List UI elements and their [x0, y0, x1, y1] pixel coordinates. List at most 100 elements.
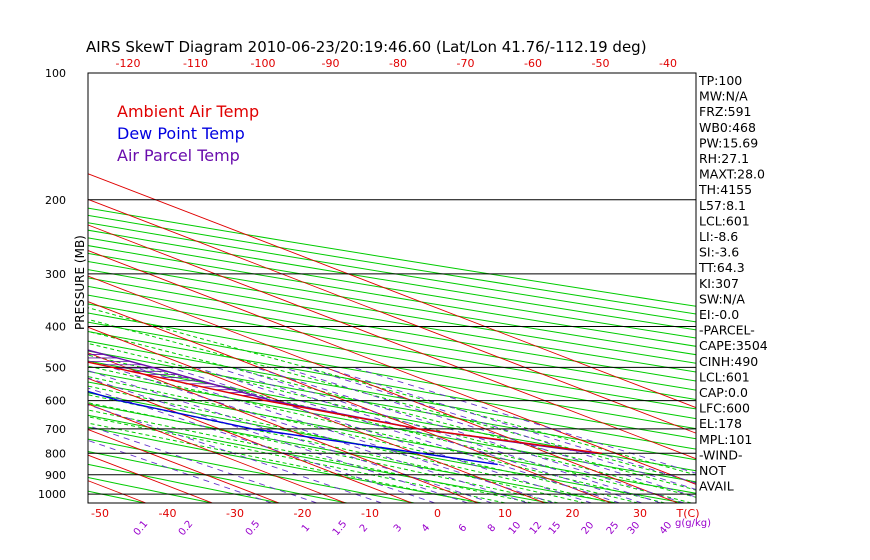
dry-adiabat-line [88, 414, 550, 503]
dry-adiabat-line [88, 207, 696, 307]
moist-adiabat-line [88, 342, 696, 498]
mixing-ratio-tick-label: 0.5 [244, 519, 263, 538]
mixing-ratio-tick-label: 15 [547, 520, 564, 537]
index-text: MW:N/A [699, 89, 748, 104]
chart-title: AIRS SkewT Diagram 2010-06-23/20:19:46.6… [86, 38, 647, 56]
index-text: SW:N/A [699, 291, 745, 306]
mixing-ratio-line [282, 366, 696, 498]
mixing-ratio-axis: 0.1 0.2 0.5 1 1.5 2 3 4 6 8 10 12 15 20 25 30 40 g(g/kg) [132, 518, 711, 538]
top-temp-tick-label: -50 [592, 57, 610, 70]
isotherm-line [88, 352, 479, 503]
bottom-temp-tick-label: 0 [434, 507, 441, 520]
index-text: L57:8.1 [699, 198, 746, 213]
top-temp-tick-label: -60 [524, 57, 542, 70]
bottom-temp-tick-label: 30 [633, 507, 647, 520]
index-text: CAPE:3504 [699, 338, 768, 353]
dry-adiabat-line [88, 438, 415, 503]
moist-adiabat-line [88, 402, 559, 503]
mixing-ratio-tick-label: 12 [528, 520, 545, 537]
index-text: TP:100 [698, 73, 742, 88]
mixing-ratio-unit: g(g/kg) [675, 518, 711, 529]
pressure-tick-label: 300 [45, 268, 66, 281]
dry-adiabat-line [88, 312, 696, 420]
index-text: LFC:600 [699, 401, 750, 416]
mixing-ratio-line [195, 366, 620, 503]
bottom-temp-tick-label: 10 [498, 507, 512, 520]
dry-adiabat-line [88, 245, 696, 347]
mixing-ratio-line [88, 404, 382, 503]
top-temp-tick-label: -40 [659, 57, 677, 70]
dry-adiabat-line [88, 340, 696, 450]
dry-adiabat-line [0, 73, 10, 503]
isotherm-line [88, 224, 696, 460]
index-text: AVAIL [699, 479, 734, 494]
mixing-ratio-line [169, 366, 592, 503]
plot-grid [0, 73, 696, 503]
chart-legend: Ambient Air Temp Dew Point Temp Air Parcel… [117, 102, 259, 165]
mixing-ratio-tick-label: 2 [358, 522, 371, 534]
dry-adiabat-line [0, 73, 77, 503]
index-text: FRZ:591 [699, 104, 752, 119]
index-text: MAXT:28.0 [699, 167, 765, 182]
moist-adiabat-line [88, 376, 639, 503]
bottom-temp-unit: T(C) [676, 507, 700, 520]
mixing-ratio-tick-label: 1 [300, 522, 313, 534]
isotherm-line [88, 275, 679, 503]
top-temp-tick-label: -110 [183, 57, 208, 70]
mixing-ratio-tick-label: 20 [580, 520, 597, 537]
dry-adiabat-line [88, 303, 696, 410]
index-text: NOT [699, 463, 726, 478]
isotherm-line [88, 250, 696, 485]
index-text: MPL:101 [699, 432, 752, 447]
bottom-temperature-axis: -50 -40 -30 -20 -10 0 10 20 30 T(C) [91, 507, 699, 520]
plot-frame [87, 72, 697, 504]
legend-item: Air Parcel Temp [117, 146, 240, 165]
index-text: -WIND- [699, 447, 743, 462]
dry-adiabat-line [88, 229, 696, 331]
mixing-ratio-tick-label: 3 [392, 522, 405, 534]
mixing-ratio-tick-label: 0.1 [132, 519, 151, 538]
index-text: EL:178 [699, 416, 742, 431]
mixing-ratio-line [134, 366, 554, 503]
bottom-temp-tick-label: -40 [159, 507, 177, 520]
bottom-temp-tick-label: -30 [226, 507, 244, 520]
index-text: PW:15.69 [699, 135, 758, 150]
moist-adiabat-line [88, 365, 665, 503]
top-temp-tick-label: -120 [116, 57, 141, 70]
mixing-ratio-line [233, 366, 661, 503]
dry-adiabat-line [88, 222, 696, 323]
pressure-tick-label: 600 [45, 395, 66, 408]
index-text: EI:-0.0 [699, 307, 739, 322]
index-text: WB0:468 [699, 120, 756, 135]
isotherm-line [88, 198, 696, 434]
mixing-ratio-tick-label: 0.2 [177, 519, 196, 538]
stability-indices: TP:100MW:N/AFRZ:591WB0:468PW:15.69RH:27.… [698, 73, 768, 494]
isotherm-line [88, 429, 280, 503]
mixing-ratio-tick-label: 1.5 [331, 519, 350, 538]
index-text: TT:64.3 [698, 260, 745, 275]
index-text: LCL:601 [699, 369, 750, 384]
dry-adiabat-line [88, 426, 482, 503]
dry-adiabat-line [88, 237, 696, 339]
top-temp-tick-label: -80 [389, 57, 407, 70]
isotherm-line [0, 73, 13, 503]
legend-item: Dew Point Temp [117, 124, 245, 143]
mixing-ratio-line [88, 425, 318, 503]
bottom-temp-tick-label: -20 [294, 507, 312, 520]
dry-adiabat-line [88, 403, 617, 503]
dry-adiabat-line [88, 381, 696, 494]
pressure-tick-label: 700 [45, 423, 66, 436]
isotherm-line [88, 301, 612, 503]
isotherm-line [88, 377, 413, 503]
pressure-tick-label: 1000 [38, 488, 66, 501]
y-axis-label: PRESSURE (MB) [73, 235, 87, 330]
isotherm-line [88, 173, 696, 409]
bottom-temp-tick-label: -50 [91, 507, 109, 520]
mixing-ratio-tick-label: 30 [626, 520, 643, 537]
isotherm-line [0, 73, 80, 503]
bottom-temp-tick-label: -10 [361, 507, 379, 520]
dry-adiabat-line [88, 294, 696, 400]
mixing-ratio-tick-label: 10 [507, 520, 524, 537]
index-text: -PARCEL- [699, 323, 755, 338]
